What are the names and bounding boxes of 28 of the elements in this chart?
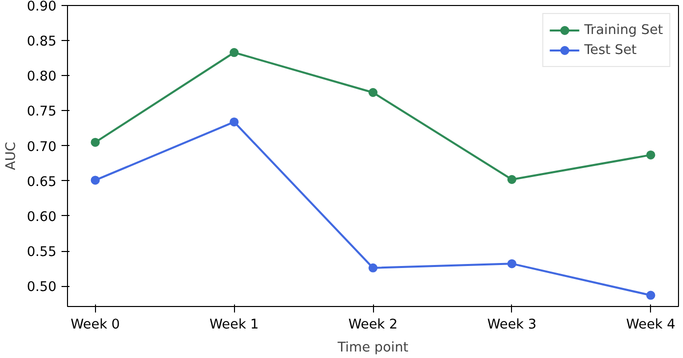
y-tick-label: 0.60 <box>26 210 57 225</box>
point <box>368 88 378 97</box>
point <box>507 259 516 268</box>
point <box>230 48 239 57</box>
point <box>646 290 656 300</box>
point <box>368 263 378 272</box>
x-tick-label: Week 4 <box>626 318 676 332</box>
point <box>507 175 516 184</box>
y-tick-label: 0.90 <box>26 0 57 14</box>
y-tick-label: 0.70 <box>26 140 57 155</box>
x-tick-label: Week 1 <box>210 318 259 332</box>
x-axis-title: Time point <box>336 340 408 356</box>
y-tick-label: 0.80 <box>26 70 57 85</box>
y-tick-label: 0.85 <box>26 34 57 50</box>
y-tick-label: 0.75 <box>26 104 57 120</box>
y-tick-label: 0.50 <box>26 280 57 296</box>
legend-label: Training Set <box>584 22 663 38</box>
x-tick-label: Week 3 <box>487 318 536 332</box>
y-tick-label: 0.55 <box>26 245 57 260</box>
x-tick-label: Week 0 <box>70 318 120 332</box>
point <box>646 150 656 160</box>
point <box>90 176 100 185</box>
legend-label: Test Set <box>584 42 637 58</box>
y-tick-label: 0.65 <box>26 174 57 190</box>
y-axis-title: AUC <box>4 142 19 170</box>
x-tick-label: Week 2 <box>348 318 398 332</box>
point <box>90 138 100 147</box>
point <box>230 117 239 126</box>
